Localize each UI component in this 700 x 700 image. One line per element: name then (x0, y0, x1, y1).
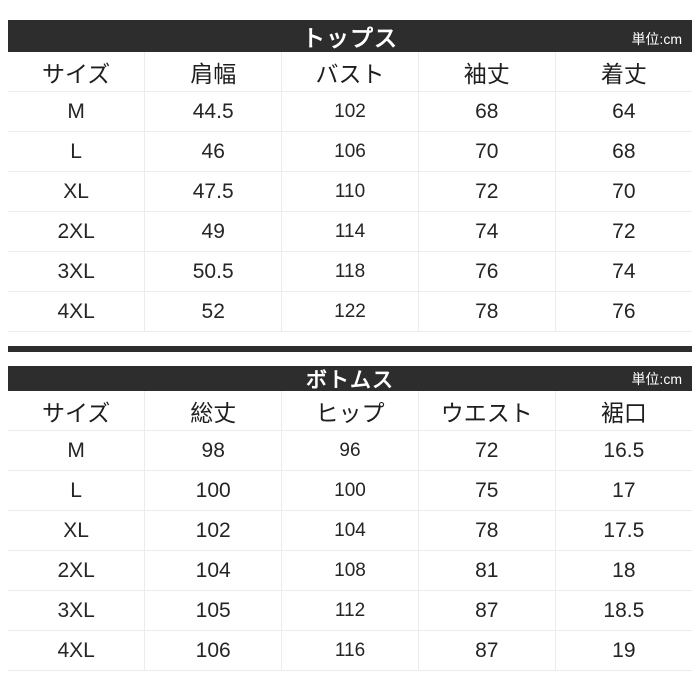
value-cell: 68 (417, 91, 556, 132)
column-header: バスト (281, 52, 419, 92)
bottoms-table-title: ボトムス (306, 368, 394, 392)
column-header: サイズ (8, 52, 145, 92)
table-row: 2XL 49 114 74 72 (8, 211, 692, 252)
value-cell: 72 (417, 171, 556, 212)
value-cell: 68 (554, 131, 692, 172)
table-row: 4XL 106 116 87 19 (8, 630, 692, 671)
value-cell: 17 (554, 470, 692, 511)
value-cell: 102 (281, 91, 419, 132)
table-row: 3XL 50.5 118 76 74 (8, 251, 692, 292)
column-header: 袖丈 (417, 52, 556, 92)
value-cell: 96 (281, 430, 419, 471)
column-header: 肩幅 (144, 52, 282, 92)
value-cell: 52 (144, 291, 282, 332)
value-cell: 49 (144, 211, 282, 252)
size-cell: 2XL (8, 550, 145, 591)
size-cell: XL (8, 510, 145, 551)
value-cell: 74 (554, 251, 692, 292)
table-row: 3XL 105 112 87 18.5 (8, 590, 692, 631)
value-cell: 105 (144, 590, 282, 631)
value-cell: 78 (417, 291, 556, 332)
value-cell: 106 (281, 131, 419, 172)
section-divider-bar (8, 346, 692, 352)
column-header: 着丈 (554, 52, 692, 92)
value-cell: 46 (144, 131, 282, 172)
value-cell: 17.5 (554, 510, 692, 551)
value-cell: 18 (554, 550, 692, 591)
size-cell: 3XL (8, 251, 145, 292)
value-cell: 81 (417, 550, 556, 591)
table-row: L 46 106 70 68 (8, 131, 692, 172)
unit-label: 単位:cm (631, 31, 682, 47)
table-row: L 100 100 75 17 (8, 470, 692, 511)
value-cell: 118 (281, 251, 419, 292)
value-cell: 16.5 (554, 430, 692, 471)
value-cell: 47.5 (144, 171, 282, 212)
value-cell: 50.5 (144, 251, 282, 292)
value-cell: 76 (554, 291, 692, 332)
bottoms-table-body: M 98 96 72 16.5 L 100 100 75 17 XL 102 104 78 17.5 2XL 1… (8, 430, 692, 671)
bottoms-section: ボトムス 単位:cm サイズ 総丈 ヒップ ウエスト 裾口 M 98 96 72 16.5 L 10… (0, 366, 700, 671)
value-cell: 19 (554, 630, 692, 671)
value-cell: 100 (144, 470, 282, 511)
table-row: M 44.5 102 68 64 (8, 91, 692, 132)
column-header: 総丈 (144, 391, 282, 431)
table-row: 2XL 104 108 81 18 (8, 550, 692, 591)
size-cell: M (8, 91, 145, 132)
bottoms-size-table: サイズ 総丈 ヒップ ウエスト 裾口 M 98 96 72 16.5 L 100 100 75 17 XL 1… (8, 391, 692, 671)
tops-section: トップス 単位:cm サイズ 肩幅 バスト 袖丈 着丈 M 44.5 102 68 64 L 46 1… (0, 0, 700, 332)
value-cell: 106 (144, 630, 282, 671)
value-cell: 74 (417, 211, 556, 252)
value-cell: 76 (417, 251, 556, 292)
table-row: 4XL 52 122 78 76 (8, 291, 692, 332)
tops-table-title: トップス (302, 25, 398, 51)
value-cell: 64 (554, 91, 692, 132)
table-row: XL 47.5 110 72 70 (8, 171, 692, 212)
value-cell: 112 (281, 590, 419, 631)
value-cell: 75 (417, 470, 556, 511)
size-cell: 2XL (8, 211, 145, 252)
value-cell: 87 (417, 590, 556, 631)
value-cell: 110 (281, 171, 419, 212)
tops-header-row: サイズ 肩幅 バスト 袖丈 着丈 (8, 52, 692, 92)
tops-table-body: M 44.5 102 68 64 L 46 106 70 68 XL 47.5 110 72 70 2XL 49… (8, 91, 692, 332)
value-cell: 108 (281, 550, 419, 591)
value-cell: 72 (417, 430, 556, 471)
value-cell: 104 (281, 510, 419, 551)
value-cell: 70 (417, 131, 556, 172)
value-cell: 87 (417, 630, 556, 671)
value-cell: 78 (417, 510, 556, 551)
size-cell: M (8, 430, 145, 471)
table-row: M 98 96 72 16.5 (8, 430, 692, 471)
column-header: 裾口 (554, 391, 692, 431)
size-cell: 4XL (8, 291, 145, 332)
value-cell: 70 (554, 171, 692, 212)
value-cell: 18.5 (554, 590, 692, 631)
bottoms-header-bar: ボトムス 単位:cm (8, 366, 692, 392)
value-cell: 98 (144, 430, 282, 471)
column-header: ヒップ (281, 391, 419, 431)
tops-size-table: サイズ 肩幅 バスト 袖丈 着丈 M 44.5 102 68 64 L 46 106 70 68 XL 47.… (8, 52, 692, 332)
value-cell: 102 (144, 510, 282, 551)
size-cell: 4XL (8, 630, 145, 671)
value-cell: 100 (281, 470, 419, 511)
value-cell: 122 (281, 291, 419, 332)
table-row: XL 102 104 78 17.5 (8, 510, 692, 551)
size-cell: 3XL (8, 590, 145, 631)
column-header: サイズ (8, 391, 145, 431)
bottoms-header-row: サイズ 総丈 ヒップ ウエスト 裾口 (8, 391, 692, 431)
unit-label: 単位:cm (631, 371, 682, 387)
tops-header-bar: トップス 単位:cm (8, 20, 692, 52)
value-cell: 44.5 (144, 91, 282, 132)
size-cell: L (8, 131, 145, 172)
value-cell: 72 (554, 211, 692, 252)
value-cell: 114 (281, 211, 419, 252)
size-cell: XL (8, 171, 145, 212)
value-cell: 116 (281, 630, 419, 671)
size-cell: L (8, 470, 145, 511)
column-header: ウエスト (417, 391, 556, 431)
value-cell: 104 (144, 550, 282, 591)
